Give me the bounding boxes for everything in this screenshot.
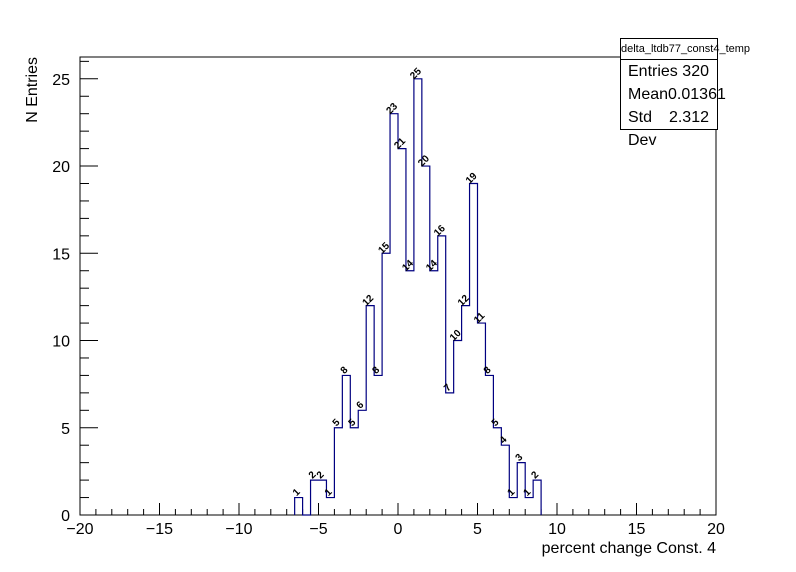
- x-tick-label: 20: [707, 521, 725, 538]
- x-axis-label: percent change Const. 4: [542, 540, 716, 557]
- y-tick-label: 25: [52, 72, 70, 89]
- bin-count-label: 4: [498, 434, 510, 446]
- stats-label: Entries: [628, 63, 678, 80]
- y-tick-label: 0: [61, 508, 70, 525]
- x-axis-tick-labels: −20 −15 −10 −5 0 5 10 15 20: [66, 521, 725, 538]
- histogram-outline: [294, 78, 542, 516]
- x-tick-label: 0: [394, 521, 403, 538]
- y-axis-ticks: [80, 60, 98, 516]
- stats-value: 0.01361: [668, 86, 726, 103]
- bin-count-label: 5: [347, 417, 359, 429]
- bin-count-label: 8: [371, 364, 383, 376]
- bin-count-label: 6: [355, 399, 367, 411]
- x-tick-label: −20: [66, 521, 93, 538]
- y-tick-label: 20: [52, 159, 70, 176]
- bin-count-label: 5: [490, 417, 502, 429]
- y-tick-label: 5: [61, 421, 70, 438]
- bin-count-label: 7: [442, 382, 454, 394]
- x-tick-label: 15: [628, 521, 646, 538]
- stats-title: delta_ltdb77_const4_temp: [621, 39, 750, 60]
- bin-count-label: 2: [530, 469, 542, 481]
- x-tick-label: 10: [548, 521, 566, 538]
- bin-count-label: 3: [514, 452, 526, 464]
- bin-count-label: 1: [323, 487, 335, 499]
- bin-count-label: 1: [522, 487, 534, 499]
- bin-count-label: 8: [339, 364, 351, 376]
- stats-value: 320: [682, 63, 709, 80]
- bin-count-label: 1: [291, 487, 303, 499]
- x-axis-ticks: [79, 503, 717, 515]
- stats-row-mean: Mean 0.01361: [621, 83, 726, 106]
- stats-row-stddev: Std Dev 2.312: [621, 106, 717, 149]
- x-tick-label: 5: [473, 521, 482, 538]
- y-axis-label: N Entries: [24, 57, 41, 123]
- y-tick-label: 10: [52, 334, 70, 351]
- bin-count-label: 1: [506, 487, 518, 499]
- bin-count-label: 2: [315, 469, 327, 481]
- x-tick-label: −5: [309, 521, 327, 538]
- x-tick-label: −10: [225, 521, 252, 538]
- stats-label: Std Dev: [628, 109, 657, 149]
- y-axis-tick-labels: 0 5 10 15 20 25: [52, 72, 70, 525]
- stats-value: 2.312: [668, 109, 709, 126]
- bin-count-label: 5: [331, 417, 343, 429]
- stats-row-entries: Entries 320: [621, 60, 717, 83]
- y-tick-label: 15: [52, 246, 70, 263]
- x-tick-label: −15: [146, 521, 173, 538]
- stats-label: Mean: [628, 86, 669, 103]
- bin-count-labels: 1221585612815232114252014167101219118541…: [291, 66, 542, 499]
- stats-box: delta_ltdb77_const4_temp Entries 320 Mea…: [620, 38, 750, 149]
- bin-count-label: 8: [482, 364, 494, 376]
